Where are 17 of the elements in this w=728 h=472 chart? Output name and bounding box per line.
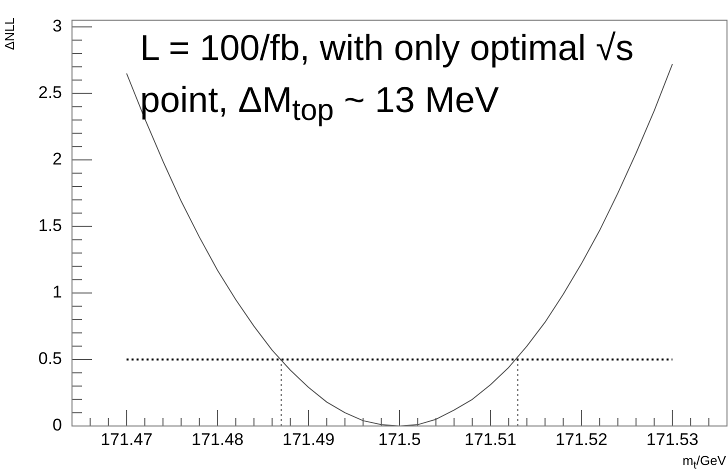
x-tick-label: 171.52 [555, 430, 608, 449]
x-tick-label: 171.51 [464, 430, 516, 449]
annotation: L = 100/fb, with only optimal √s point, ΔM$_{top}$ ~ 13 MeV [140, 26, 635, 130]
x-axis-title: m$_{t}$/GeV [682, 453, 726, 472]
x-tick-label: 171.48 [192, 430, 244, 449]
y-tick-label: 0 [52, 416, 62, 435]
y-tick-label: 2 [52, 150, 62, 169]
y-tick-label: 2.5 [38, 83, 62, 102]
y-tick-label: 0.5 [38, 349, 62, 368]
x-tick-label: 171.5 [378, 430, 421, 449]
x-tick-label: 171.53 [646, 430, 698, 449]
y-tick-label: 3 [52, 16, 62, 36]
y-tick-label: 1 [52, 282, 62, 302]
x-tick-label: 171.49 [282, 430, 335, 449]
y-tick-label: 1.5 [38, 216, 62, 236]
x-tick-label: 171.47 [100, 430, 153, 449]
y-axis-title: ΔNLL [2, 17, 17, 50]
